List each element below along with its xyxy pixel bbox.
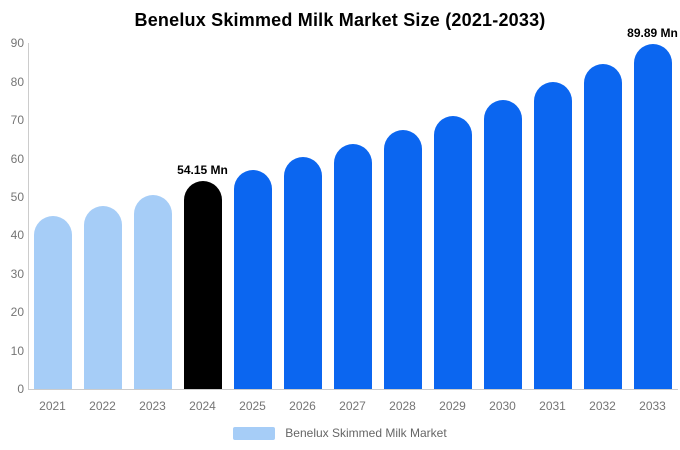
legend: Benelux Skimmed Milk Market xyxy=(0,426,680,440)
bar-2027 xyxy=(333,144,372,389)
y-tick-label: 30 xyxy=(10,266,24,281)
x-category-label: 2024 xyxy=(189,399,216,413)
bar-2024 xyxy=(183,181,222,389)
x-category-label: 2023 xyxy=(139,399,166,413)
bar-2025 xyxy=(233,169,272,389)
legend-label: Benelux Skimmed Milk Market xyxy=(285,426,447,440)
bar-2023 xyxy=(133,195,172,389)
x-category-label: 2022 xyxy=(89,399,116,413)
x-category-label: 2029 xyxy=(439,399,466,413)
y-tick-label: 60 xyxy=(10,151,24,166)
chart-title: Benelux Skimmed Milk Market Size (2021-2… xyxy=(134,10,546,30)
bar-2028 xyxy=(383,130,422,389)
x-axis-line xyxy=(28,389,678,390)
x-category-label: 2030 xyxy=(489,399,516,413)
y-tick-label: 80 xyxy=(10,74,24,89)
x-category-label: 2025 xyxy=(239,399,266,413)
bar-2029 xyxy=(433,115,472,389)
y-tick-label: 40 xyxy=(10,228,24,243)
bar-2032 xyxy=(583,64,622,389)
y-tick-label: 50 xyxy=(10,189,24,204)
x-category-label: 2021 xyxy=(39,399,66,413)
y-tick-label: 10 xyxy=(10,343,24,358)
bar-2021 xyxy=(33,216,72,389)
x-category-label: 2032 xyxy=(589,399,616,413)
x-category-label: 2033 xyxy=(639,399,666,413)
y-tick-label: 90 xyxy=(10,36,24,51)
y-tick-label: 0 xyxy=(17,382,24,396)
bar-value-annotation: 54.15 Mn xyxy=(177,163,228,177)
y-axis-line xyxy=(28,43,29,389)
y-tick-label: 70 xyxy=(10,113,24,128)
x-category-label: 2031 xyxy=(539,399,566,413)
x-category-label: 2026 xyxy=(289,399,316,413)
x-category-label: 2028 xyxy=(389,399,416,413)
y-tick-label: 20 xyxy=(10,305,24,320)
bar-2031 xyxy=(533,82,572,389)
bar-2026 xyxy=(283,157,322,389)
x-category-label: 2027 xyxy=(339,399,366,413)
legend-swatch xyxy=(233,426,276,440)
bar-value-annotation: 89.89 Mn xyxy=(627,25,678,40)
bar-2022 xyxy=(83,206,122,389)
legend-item[interactable]: Benelux Skimmed Milk Market xyxy=(233,426,447,440)
bar-2033 xyxy=(633,43,672,389)
bar-2030 xyxy=(483,99,522,389)
